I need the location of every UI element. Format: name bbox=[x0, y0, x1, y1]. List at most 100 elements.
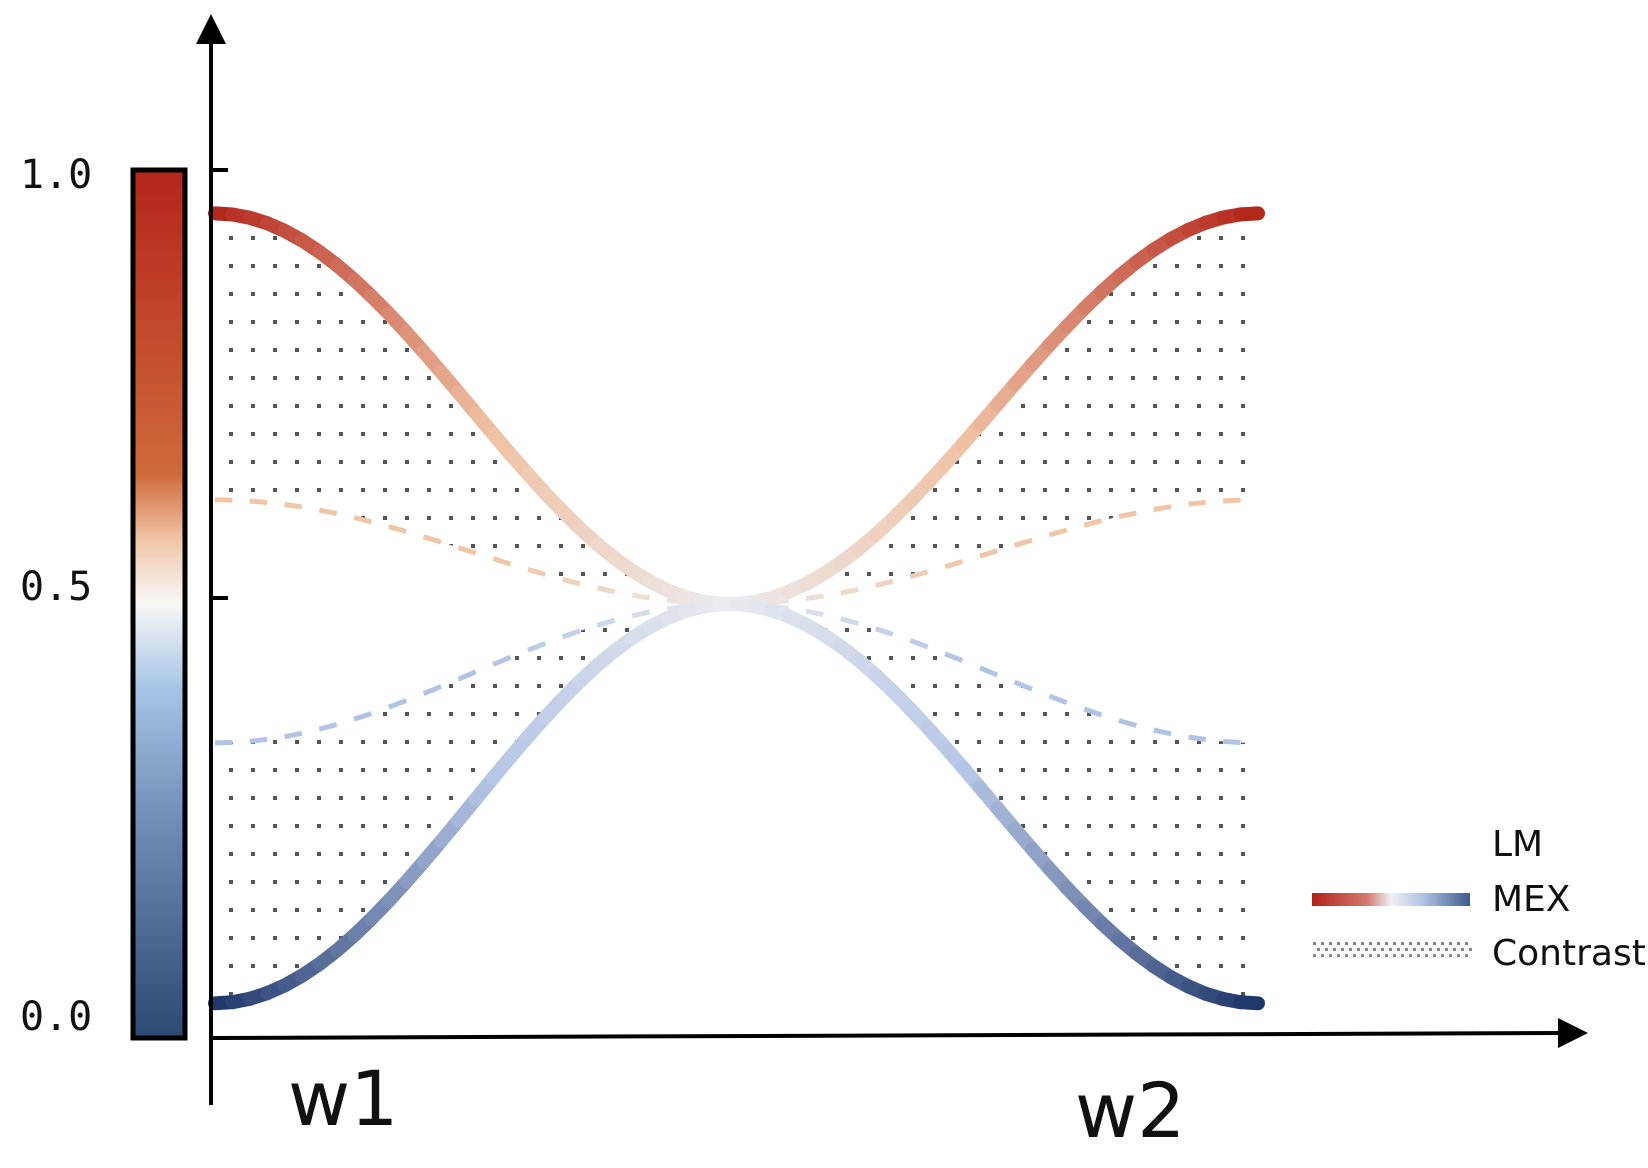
legend: LM MEX Contrast bbox=[1312, 824, 1646, 974]
legend-contrast-dot bbox=[1437, 948, 1440, 951]
lm-low-curve-segment bbox=[1083, 706, 1103, 718]
colorbar-tick-0: 0.0 bbox=[20, 994, 92, 1040]
legend-contrast-dot bbox=[1353, 942, 1356, 945]
lm-high-curve-segment bbox=[422, 534, 442, 545]
legend-contrast-dot bbox=[1329, 942, 1332, 945]
legend-contrast-dot bbox=[1369, 942, 1372, 945]
lm-high-curve-segment bbox=[318, 507, 338, 517]
lm-high-curve-segment bbox=[562, 576, 581, 587]
lm-high-curve-segment bbox=[631, 592, 651, 601]
colorbar-ticks: 1.0 0.5 0.0 bbox=[20, 152, 92, 1040]
lm-band-right bbox=[729, 499, 1258, 743]
legend-contrast-dot bbox=[1401, 942, 1404, 945]
lm-low-curve-segment bbox=[387, 698, 408, 710]
legend-contrast-dot bbox=[1425, 954, 1428, 957]
lm-high-curve-segment bbox=[1083, 518, 1103, 528]
lm-high-curve-segment bbox=[1048, 527, 1068, 538]
lm-low-curve-segment bbox=[596, 617, 616, 628]
legend-contrast-dot bbox=[1461, 948, 1464, 951]
legend-contrast-dot bbox=[1357, 948, 1360, 951]
legend-contrast-dot bbox=[1429, 948, 1432, 951]
legend-contrast-dot bbox=[1457, 942, 1460, 945]
x-axis-line bbox=[210, 1031, 1561, 1040]
lm-curves bbox=[214, 497, 1241, 746]
legend-mex-label: MEX bbox=[1492, 879, 1570, 920]
legend-contrast-dot bbox=[1337, 942, 1340, 945]
mex-low-curve-segment bbox=[1233, 995, 1265, 1011]
lm-high-curve-segment bbox=[353, 515, 373, 525]
lm-low-curve-segment bbox=[650, 609, 667, 612]
legend-contrast-dot bbox=[1409, 942, 1412, 945]
legend-contrast-dot bbox=[1393, 954, 1396, 957]
lm-high-curve-segment bbox=[875, 578, 894, 588]
legend-contrast-dot bbox=[1441, 954, 1444, 957]
lm-high-curve-segment bbox=[232, 500, 249, 501]
lm-high-curve-segment bbox=[979, 548, 999, 559]
lm-low-curve-segment bbox=[232, 741, 249, 742]
lm-high-curve-segment bbox=[615, 592, 632, 595]
legend-contrast-dot bbox=[1345, 954, 1348, 957]
lm-high-curve-segment bbox=[1153, 504, 1172, 512]
lm-low-curve-segment bbox=[909, 638, 929, 650]
lm-high-curve-segment bbox=[492, 556, 512, 567]
colorbar-tick-05: 0.5 bbox=[20, 564, 92, 610]
legend-contrast-dot bbox=[1333, 948, 1336, 951]
legend-contrast-dot bbox=[1465, 942, 1468, 945]
lm-high-curve-segment bbox=[1171, 504, 1188, 506]
legend-contrast-dot bbox=[1397, 948, 1400, 951]
legend-contrast-dot bbox=[1385, 942, 1388, 945]
lm-low-curve-segment bbox=[840, 616, 859, 626]
lm-high-curve-segment bbox=[1136, 510, 1153, 513]
legend-contrast-dot bbox=[1377, 942, 1380, 945]
legend-contrast-dot bbox=[1441, 942, 1444, 945]
colorbar bbox=[130, 167, 188, 1041]
lm-low-curve-segment bbox=[353, 711, 373, 722]
legend-contrast-dot bbox=[1353, 954, 1356, 957]
axes bbox=[196, 14, 1588, 1105]
lm-high-curve-segment bbox=[596, 585, 616, 595]
legend-contrast-dot bbox=[1393, 942, 1396, 945]
lm-high-curve-segment bbox=[1013, 537, 1033, 548]
legend-contrast-dot bbox=[1433, 954, 1436, 957]
lm-low-curve-segment bbox=[805, 608, 824, 618]
lm-low-curve-segment bbox=[1171, 734, 1188, 737]
lm-low-curve-segment bbox=[318, 722, 338, 732]
legend-contrast-dots bbox=[1313, 942, 1472, 957]
lm-high-curve-segment bbox=[284, 502, 303, 510]
lm-low-curve-segment bbox=[978, 665, 999, 678]
lm-high-curve-segment bbox=[805, 593, 824, 602]
legend-contrast-dot bbox=[1329, 954, 1332, 957]
lm-high-curve-segment bbox=[823, 593, 840, 596]
legend-contrast-dot bbox=[1345, 942, 1348, 945]
lm-high-curve-segment bbox=[249, 498, 268, 505]
legend-contrast-label: Contrast bbox=[1492, 933, 1646, 974]
lm-high-curve-segment bbox=[1188, 499, 1207, 507]
legend-contrast-dot bbox=[1453, 948, 1456, 951]
lm-low-curve-segment bbox=[284, 730, 303, 740]
legend-contrast-dot bbox=[1361, 942, 1364, 945]
lm-high-curve-segment bbox=[388, 524, 407, 534]
lm-high-curve-segment bbox=[789, 599, 806, 601]
legend-contrast-dot bbox=[1405, 948, 1408, 951]
legend-contrast-dot bbox=[1425, 942, 1428, 945]
legend-contrast-dot bbox=[1313, 954, 1316, 957]
legend-contrast-dot bbox=[1401, 954, 1404, 957]
lm-low-curve-segment bbox=[249, 736, 268, 744]
mex-high-curve-segment bbox=[1233, 206, 1265, 222]
mex-curves bbox=[208, 206, 1265, 1011]
legend-contrast-dot bbox=[1445, 948, 1448, 951]
legend-contrast-dot bbox=[1349, 948, 1352, 951]
lm-low-curve-segment bbox=[1223, 738, 1241, 745]
lm-high-curve-segment bbox=[840, 586, 859, 596]
legend-contrast-dot bbox=[1409, 954, 1412, 957]
legend-contrast-dot bbox=[1341, 948, 1344, 951]
legend-contrast-dot bbox=[1457, 954, 1460, 957]
lm-low-curve-segment bbox=[1013, 679, 1033, 692]
lm-high-curve-segment bbox=[302, 507, 319, 510]
lm-high-curve-segment bbox=[267, 503, 284, 505]
legend-lm-label: LM bbox=[1492, 824, 1543, 865]
legend-contrast-dot bbox=[1417, 954, 1420, 957]
legend-contrast-dot bbox=[1321, 942, 1324, 945]
lm-low-curve-segment bbox=[874, 626, 894, 637]
legend-contrast-dot bbox=[1469, 948, 1472, 951]
